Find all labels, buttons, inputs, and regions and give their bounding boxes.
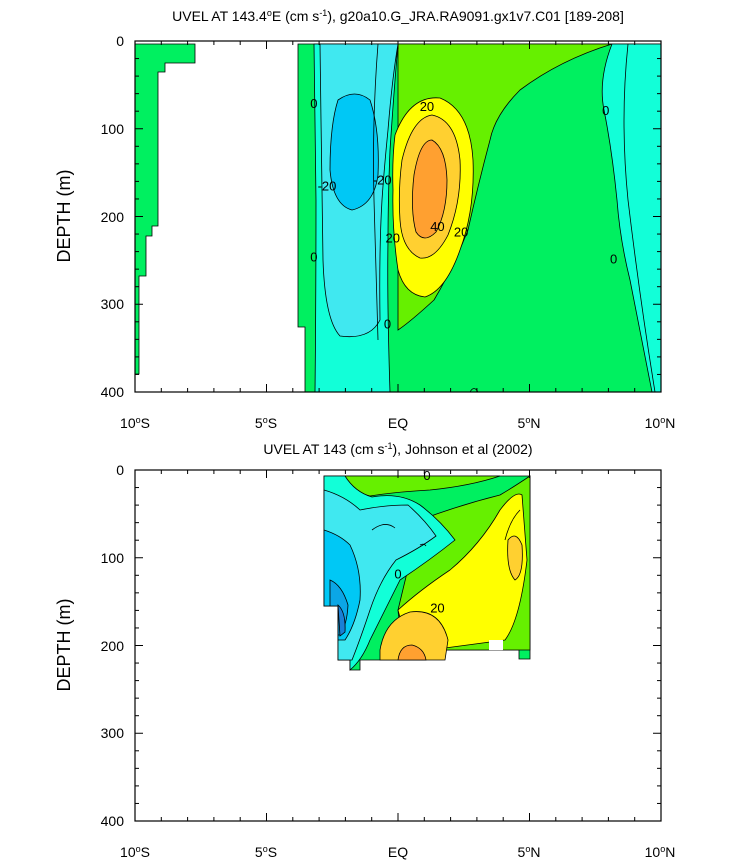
missing-data-mask bbox=[489, 640, 503, 650]
contour-label: 0 bbox=[394, 566, 401, 581]
y-tick-labels: 0 100 200 300 400 bbox=[101, 33, 125, 400]
contour-labels: 0 0 20 bbox=[394, 468, 444, 616]
y-tick-label: 300 bbox=[101, 296, 125, 312]
x-tick-label: 10oN bbox=[645, 415, 676, 431]
contour-line bbox=[419, 543, 427, 547]
contour-field bbox=[135, 43, 661, 392]
fill-region-neg-0-east bbox=[601, 43, 661, 392]
x-tick-labels: 10oS 5oS EQ 5oN 10oN bbox=[120, 844, 675, 860]
contour-label: 20 bbox=[454, 224, 468, 239]
fill-region-pos-40 bbox=[397, 644, 427, 661]
x-tick-label: 5oS bbox=[255, 844, 277, 860]
y-tick-label: 0 bbox=[116, 33, 124, 49]
panel-model: UVEL AT 143.4oE (cm s-1), g20a10.G_JRA.R… bbox=[54, 8, 675, 431]
y-axis-label: DEPTH (m) bbox=[54, 599, 74, 692]
x-tick-label: 5oS bbox=[255, 415, 277, 431]
contour-line bbox=[504, 509, 521, 541]
fill-region-pos-30 bbox=[379, 611, 449, 661]
y-tick-label: 100 bbox=[101, 121, 125, 137]
contour-line bbox=[373, 43, 379, 341]
x-tick-label: 5oN bbox=[518, 415, 541, 431]
x-tick-labels: 10oS 5oS EQ 5oN 10oN bbox=[120, 415, 675, 431]
y-axis-label: DEPTH (m) bbox=[54, 170, 74, 263]
contour-label: 0 bbox=[310, 96, 317, 111]
x-tick-label: 10oS bbox=[120, 415, 150, 431]
y-tick-labels: 0 100 200 300 400 bbox=[101, 462, 125, 829]
x-tick-label: EQ bbox=[388, 844, 408, 860]
contour-label: 20 bbox=[420, 99, 434, 114]
fill-region-west-boundary bbox=[135, 43, 196, 375]
fill-region-neg-20 bbox=[329, 93, 379, 211]
x-tick-label: 5oN bbox=[518, 844, 541, 860]
contour-label: 20 bbox=[430, 601, 444, 616]
contour-field bbox=[323, 475, 531, 671]
y-tick-label: 0 bbox=[116, 462, 124, 478]
x-tick-label: 10oS bbox=[120, 844, 150, 860]
chart-title: UVEL AT 143 (cm s-1), Johnson et al (200… bbox=[263, 441, 532, 457]
x-tick-label: 10oN bbox=[645, 844, 676, 860]
contour-line bbox=[623, 43, 656, 392]
y-tick-label: 100 bbox=[101, 550, 125, 566]
y-tick-label: 400 bbox=[101, 384, 125, 400]
fill-region-neg-20 bbox=[323, 529, 361, 641]
chart-title: UVEL AT 143.4oE (cm s-1), g20a10.G_JRA.R… bbox=[172, 8, 624, 24]
contour-label: 0 bbox=[423, 468, 430, 483]
fill-region-neg-40 bbox=[337, 604, 346, 637]
contour-label: -20 bbox=[373, 173, 392, 188]
y-tick-label: 400 bbox=[101, 813, 125, 829]
contour-label: 20 bbox=[386, 230, 400, 245]
contour-label: 0 bbox=[602, 103, 609, 118]
contour-label: 0 bbox=[384, 316, 391, 331]
fill-region-pos-30-east bbox=[507, 535, 523, 581]
x-tick-label: EQ bbox=[388, 415, 408, 431]
contour-labels: 20 0 0 -20 -20 40 20 20 0 0 0 bbox=[310, 96, 617, 331]
axes-frame bbox=[134, 40, 662, 393]
y-tick-label: 200 bbox=[101, 209, 125, 225]
contour-label: 0 bbox=[310, 250, 317, 265]
axes-frame bbox=[134, 469, 662, 822]
contour-line bbox=[371, 524, 396, 531]
panel-observation: UVEL AT 143 (cm s-1), Johnson et al (200… bbox=[54, 441, 675, 860]
contour-label: -20 bbox=[318, 179, 337, 194]
y-tick-label: 300 bbox=[101, 725, 125, 741]
y-tick-label: 200 bbox=[101, 638, 125, 654]
fill-region-pos-40 bbox=[412, 139, 448, 239]
contour-label: 0 bbox=[610, 251, 617, 266]
contour-label: 40 bbox=[430, 219, 444, 234]
